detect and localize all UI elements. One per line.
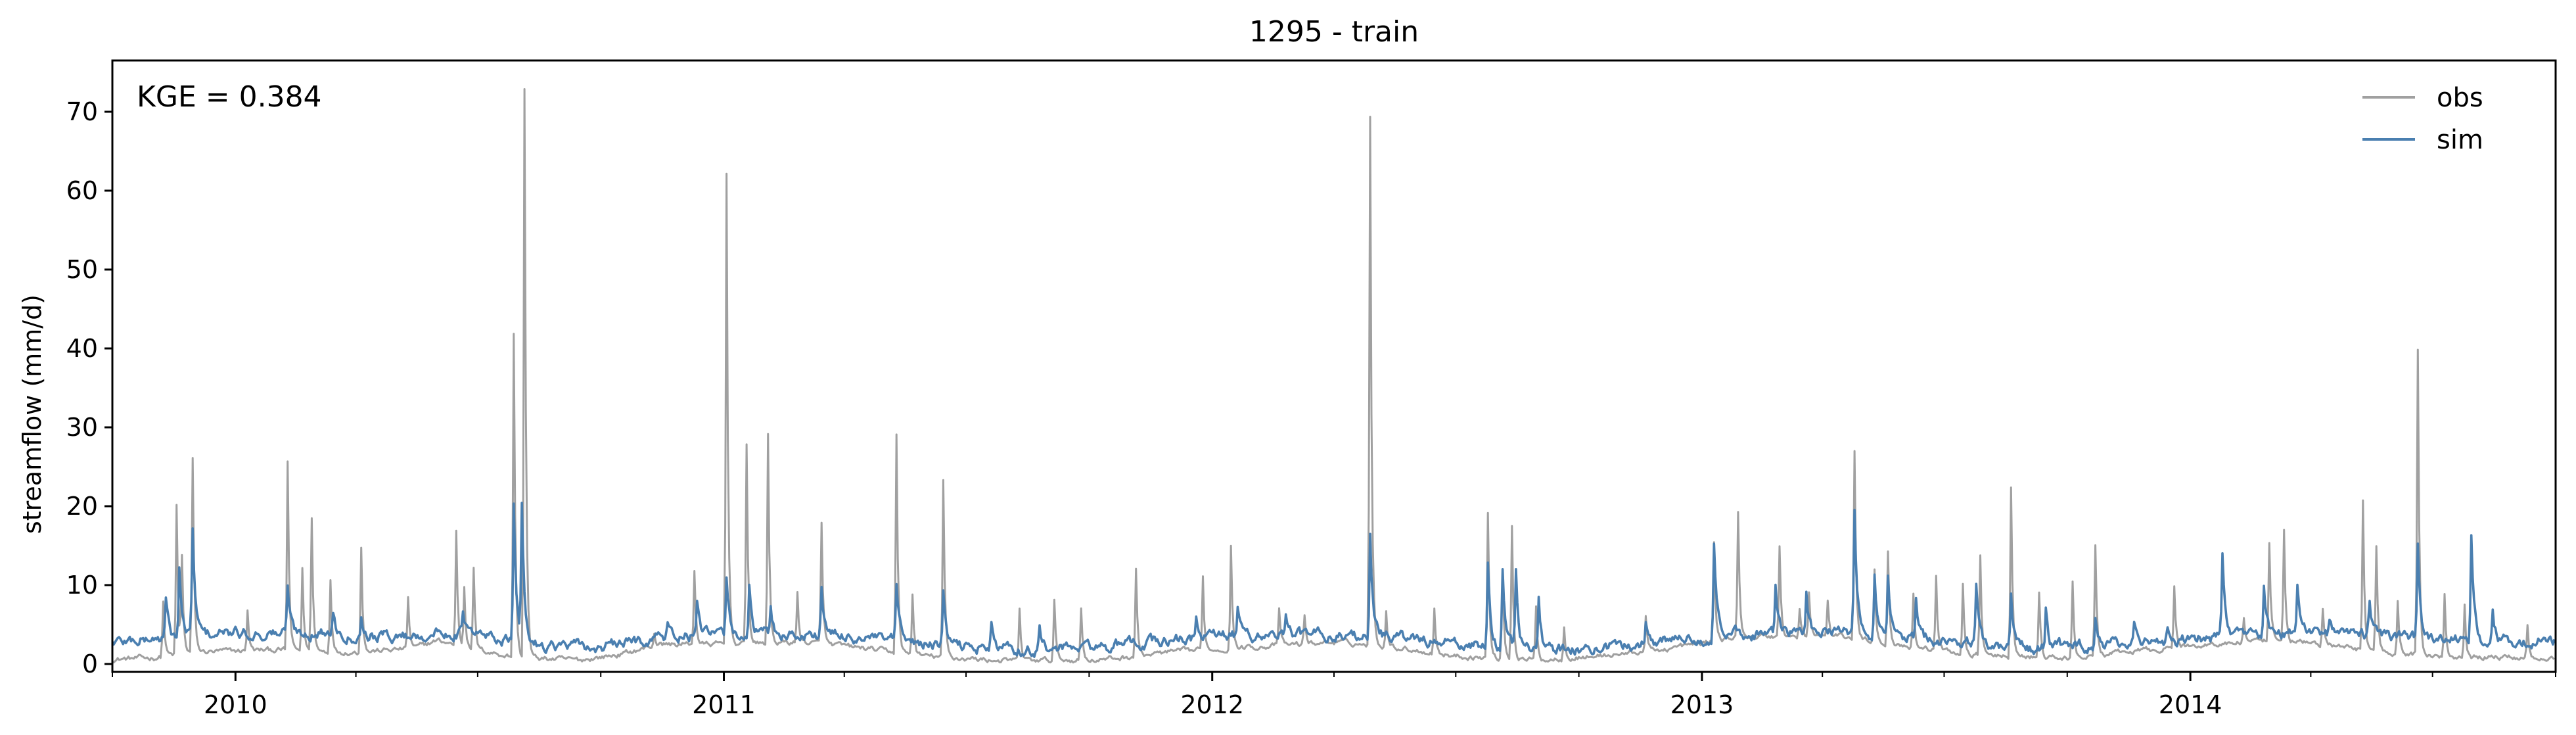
y-tick-label: 70 <box>66 97 98 126</box>
x-tick-label: 2013 <box>1670 690 1734 719</box>
x-tick-label: 2014 <box>2159 690 2222 719</box>
y-tick-label: 20 <box>66 492 98 521</box>
y-tick-label: 10 <box>66 571 98 600</box>
y-tick-label: 60 <box>66 176 98 205</box>
chart-title: 1295 - train <box>1249 15 1419 49</box>
legend-label-sim: sim <box>2437 125 2483 155</box>
y-tick-label: 30 <box>66 413 98 442</box>
y-tick-label: 0 <box>82 650 98 678</box>
x-tick-label: 2011 <box>692 690 756 719</box>
kge-annotation: KGE = 0.384 <box>137 80 322 114</box>
series-layer <box>112 89 2554 663</box>
x-tick-label: 2010 <box>204 690 267 719</box>
x-tick-label: 2012 <box>1180 690 1244 719</box>
y-axis-ticks: 0 10 20 30 40 50 60 70 <box>66 97 112 678</box>
series-line-obs <box>112 89 2554 663</box>
series-line-sim <box>112 503 2554 657</box>
y-axis-label: streamflow (mm/d) <box>18 295 47 534</box>
y-tick-label: 40 <box>66 334 98 363</box>
plot-frame <box>112 60 2556 672</box>
y-tick-label: 50 <box>66 255 98 284</box>
legend: obs sim <box>2362 83 2483 155</box>
legend-label-obs: obs <box>2437 83 2483 113</box>
x-axis-ticks: 2010 2011 2012 2013 2014 <box>112 672 2556 719</box>
